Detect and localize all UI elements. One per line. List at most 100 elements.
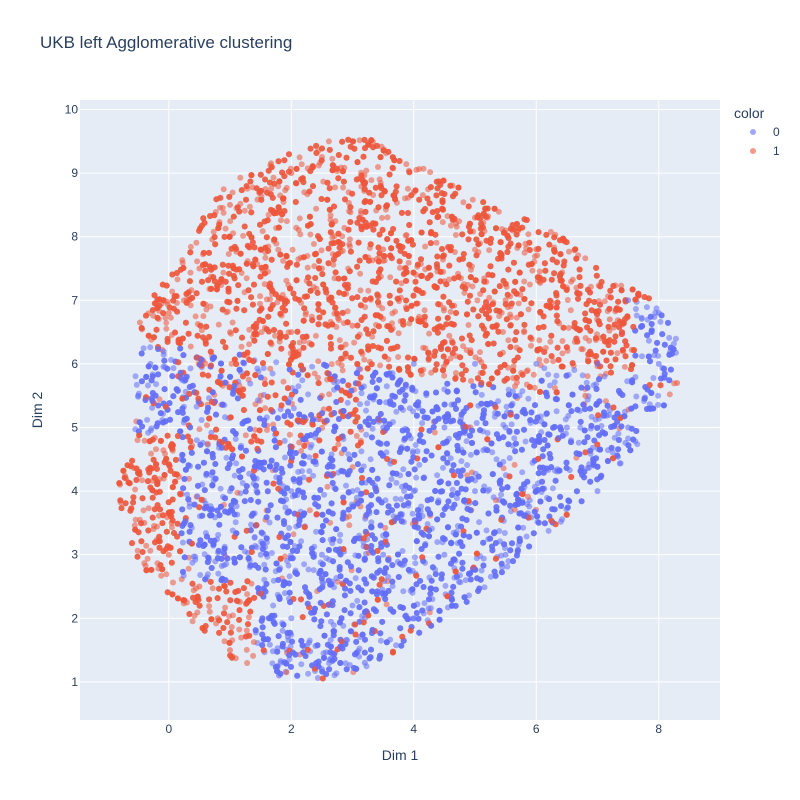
point-cluster-0 bbox=[575, 439, 582, 446]
point-cluster-0 bbox=[650, 375, 657, 381]
point-cluster-1 bbox=[268, 185, 275, 192]
point-cluster-0 bbox=[486, 486, 493, 493]
point-cluster-0 bbox=[270, 602, 277, 609]
point-cluster-1 bbox=[361, 356, 368, 363]
point-cluster-1 bbox=[189, 618, 196, 625]
point-cluster-1 bbox=[136, 319, 143, 326]
point-cluster-0 bbox=[464, 462, 471, 468]
point-cluster-0 bbox=[615, 430, 622, 437]
point-cluster-1 bbox=[582, 255, 589, 262]
point-cluster-0 bbox=[232, 436, 239, 442]
point-cluster-1 bbox=[427, 169, 434, 176]
point-cluster-0 bbox=[645, 337, 652, 344]
point-cluster-1 bbox=[486, 247, 493, 254]
point-cluster-1 bbox=[567, 307, 574, 314]
point-cluster-0 bbox=[588, 413, 595, 420]
point-cluster-1 bbox=[244, 591, 251, 598]
point-cluster-0 bbox=[310, 567, 317, 574]
point-cluster-1 bbox=[168, 524, 175, 531]
point-cluster-1 bbox=[339, 367, 346, 374]
point-cluster-0 bbox=[434, 539, 441, 545]
point-cluster-1 bbox=[290, 531, 297, 538]
point-cluster-1 bbox=[283, 669, 290, 676]
point-cluster-1 bbox=[329, 155, 336, 162]
point-cluster-0 bbox=[368, 519, 375, 526]
point-cluster-1 bbox=[324, 483, 331, 490]
point-cluster-1 bbox=[139, 477, 146, 484]
point-cluster-1 bbox=[160, 447, 167, 454]
point-cluster-0 bbox=[342, 660, 349, 667]
point-cluster-0 bbox=[421, 600, 428, 607]
point-cluster-0 bbox=[525, 395, 532, 402]
point-cluster-0 bbox=[653, 305, 660, 312]
point-cluster-1 bbox=[614, 350, 621, 357]
point-cluster-1 bbox=[392, 308, 398, 315]
point-cluster-1 bbox=[420, 344, 427, 351]
point-cluster-1 bbox=[325, 138, 332, 145]
point-cluster-0 bbox=[358, 448, 365, 455]
point-cluster-0 bbox=[505, 558, 512, 565]
point-cluster-0 bbox=[504, 563, 511, 570]
point-cluster-0 bbox=[586, 464, 592, 471]
point-cluster-0 bbox=[522, 438, 529, 445]
point-cluster-0 bbox=[307, 444, 314, 451]
point-cluster-1 bbox=[474, 297, 481, 304]
point-cluster-0 bbox=[323, 555, 330, 562]
point-cluster-1 bbox=[179, 257, 186, 264]
point-cluster-1 bbox=[258, 329, 265, 336]
point-cluster-1 bbox=[204, 440, 211, 447]
point-cluster-1 bbox=[402, 232, 409, 239]
point-cluster-1 bbox=[460, 343, 467, 350]
point-cluster-0 bbox=[412, 560, 419, 567]
point-cluster-1 bbox=[297, 231, 304, 238]
point-cluster-1 bbox=[209, 585, 216, 592]
point-cluster-0 bbox=[281, 590, 288, 597]
point-cluster-1 bbox=[174, 276, 181, 283]
point-cluster-0 bbox=[633, 312, 640, 319]
point-cluster-1 bbox=[143, 542, 150, 549]
point-cluster-1 bbox=[132, 516, 139, 523]
point-cluster-0 bbox=[343, 482, 349, 489]
point-cluster-0 bbox=[144, 416, 151, 423]
point-cluster-0 bbox=[473, 420, 480, 426]
point-cluster-1 bbox=[167, 314, 174, 321]
point-cluster-1 bbox=[227, 218, 234, 225]
point-cluster-0 bbox=[553, 408, 560, 415]
point-cluster-1 bbox=[170, 579, 176, 586]
point-cluster-1 bbox=[460, 199, 467, 206]
point-cluster-1 bbox=[511, 506, 518, 513]
point-cluster-1 bbox=[306, 507, 313, 514]
point-cluster-1 bbox=[528, 342, 534, 349]
point-cluster-1 bbox=[163, 319, 170, 326]
point-cluster-1 bbox=[472, 246, 478, 253]
point-cluster-1 bbox=[237, 174, 244, 181]
point-cluster-0 bbox=[458, 458, 465, 465]
point-cluster-0 bbox=[489, 449, 496, 456]
point-cluster-0 bbox=[215, 570, 222, 577]
point-cluster-0 bbox=[179, 539, 186, 546]
point-cluster-1 bbox=[387, 274, 394, 281]
point-cluster-0 bbox=[400, 588, 407, 595]
point-cluster-1 bbox=[525, 306, 532, 313]
point-cluster-0 bbox=[545, 371, 552, 378]
point-cluster-1 bbox=[210, 228, 217, 235]
point-cluster-1 bbox=[369, 333, 376, 340]
point-cluster-1 bbox=[198, 327, 205, 334]
point-cluster-1 bbox=[187, 343, 194, 350]
point-cluster-1 bbox=[151, 522, 158, 529]
point-cluster-0 bbox=[478, 391, 485, 398]
point-cluster-0 bbox=[466, 592, 472, 599]
point-cluster-1 bbox=[242, 432, 249, 439]
point-cluster-1 bbox=[452, 370, 459, 376]
point-cluster-0 bbox=[306, 454, 313, 461]
point-cluster-1 bbox=[439, 219, 446, 226]
point-cluster-1 bbox=[220, 209, 227, 216]
point-cluster-0 bbox=[524, 501, 531, 508]
point-cluster-0 bbox=[398, 496, 404, 503]
point-cluster-1 bbox=[536, 268, 543, 275]
point-cluster-1 bbox=[196, 426, 203, 433]
point-cluster-0 bbox=[217, 485, 224, 492]
point-cluster-1 bbox=[340, 184, 347, 191]
point-cluster-0 bbox=[579, 372, 586, 379]
point-cluster-0 bbox=[354, 597, 361, 604]
